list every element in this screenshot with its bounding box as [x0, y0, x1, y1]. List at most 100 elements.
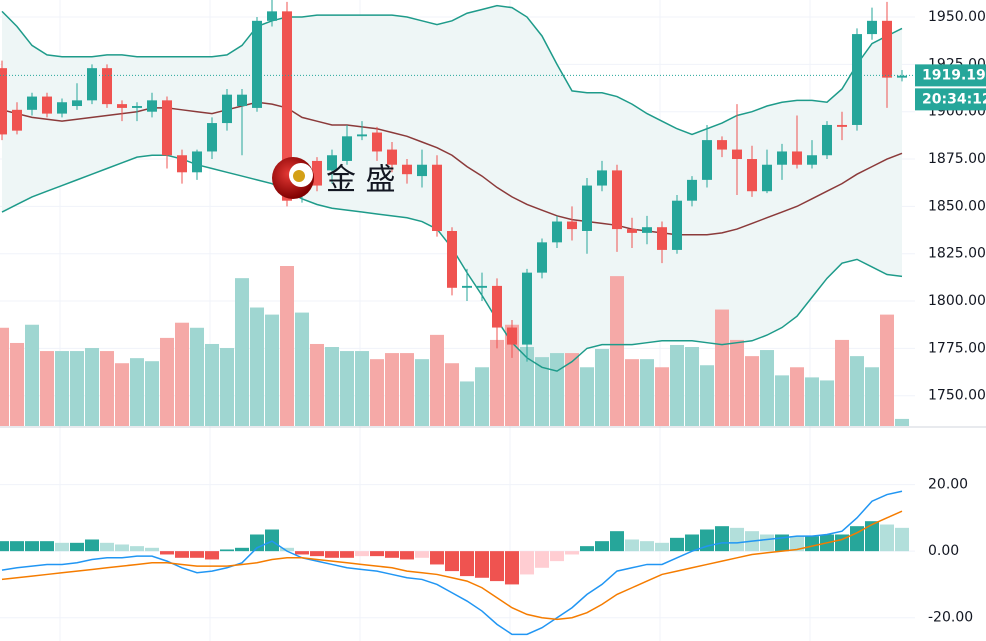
- candle-body: [897, 75, 907, 78]
- histogram-bar: [565, 551, 579, 555]
- volume-bar: [205, 343, 219, 426]
- histogram-bar: [430, 551, 444, 565]
- candle-body: [447, 230, 457, 288]
- candle-body: [657, 227, 667, 250]
- histogram-bar: [580, 546, 594, 552]
- candle-body: [492, 285, 502, 328]
- candle-body: [462, 285, 472, 288]
- candle-body: [702, 140, 712, 180]
- y-tick-label: 1750.00: [928, 388, 986, 404]
- histogram-bar: [205, 551, 219, 560]
- candle-body: [387, 149, 397, 165]
- volume-bar: [595, 349, 609, 426]
- volume-bar: [865, 367, 879, 426]
- candle-body: [837, 124, 847, 127]
- volume-bar: [535, 357, 549, 426]
- histogram-bar: [190, 551, 204, 558]
- histogram-bar: [340, 551, 354, 558]
- volume-bar: [550, 353, 564, 426]
- candle-body: [642, 227, 652, 233]
- candle-body: [117, 104, 127, 108]
- histogram-bar: [0, 541, 9, 552]
- volume-bar: [640, 359, 654, 426]
- histogram-bar: [655, 542, 669, 552]
- volume-bar: [565, 353, 579, 426]
- candle-body: [42, 96, 52, 114]
- candle-body: [357, 134, 367, 137]
- candle-body: [402, 164, 412, 175]
- volume-bar: [250, 307, 264, 426]
- histogram-bar: [325, 551, 339, 558]
- histogram-bar: [505, 551, 519, 585]
- histogram-bar: [355, 551, 369, 557]
- volume-bar: [70, 351, 84, 426]
- volume-bar: [340, 351, 354, 426]
- volume-bar: [400, 353, 414, 426]
- candle-body: [552, 221, 562, 243]
- y-tick-label: 1950.00: [928, 9, 986, 25]
- histogram-bar: [220, 549, 234, 552]
- candle-body: [87, 68, 97, 101]
- volume-bar: [190, 327, 204, 426]
- candle-body: [207, 123, 217, 152]
- candle-body: [882, 20, 892, 78]
- histogram-bar: [520, 551, 534, 575]
- candle-body: [342, 136, 352, 161]
- candle-body: [72, 100, 82, 107]
- histogram-bar: [625, 539, 639, 552]
- volume-bar: [460, 381, 474, 426]
- volume-bar: [430, 334, 444, 426]
- volume-bar: [280, 266, 294, 426]
- candle-body: [432, 164, 442, 231]
- candle-body: [327, 155, 337, 171]
- volume-bar: [385, 353, 399, 426]
- candle-body: [147, 100, 157, 112]
- candle-body: [102, 68, 112, 105]
- volume-bar: [220, 348, 234, 426]
- volume-bar: [610, 276, 624, 426]
- y-tick-label: -20.00: [928, 610, 973, 626]
- price-tag: [915, 64, 986, 87]
- histogram-bar: [640, 541, 654, 552]
- candle-body: [222, 94, 232, 124]
- volume-bar: [850, 356, 864, 426]
- histogram-bar: [880, 524, 894, 552]
- histogram-bar: [235, 547, 249, 552]
- volume-bar: [40, 351, 54, 426]
- y-tick-label: 1775.00: [928, 340, 986, 356]
- histogram-bar: [760, 534, 774, 552]
- volume-bar: [25, 324, 39, 426]
- volume-bar: [415, 359, 429, 426]
- histogram-bar: [685, 534, 699, 552]
- candle-body: [747, 159, 757, 192]
- candle-body: [597, 170, 607, 186]
- candle-body: [762, 164, 772, 192]
- logo-coin: [293, 170, 305, 182]
- histogram-bar: [100, 542, 114, 552]
- candle-body: [822, 124, 832, 156]
- candle-body: [507, 327, 517, 345]
- y-tick-label: 0.00: [928, 543, 959, 559]
- y-tick-label: 1800.00: [928, 293, 986, 309]
- candle-body: [717, 140, 727, 150]
- volume-bar: [445, 363, 459, 426]
- candle-body: [237, 94, 247, 107]
- watermark: 金 盛: [272, 157, 396, 199]
- volume-bar: [505, 324, 519, 426]
- histogram-bar: [790, 536, 804, 552]
- y-tick-label: 1850.00: [928, 198, 986, 214]
- y-tick-label: 1875.00: [928, 151, 986, 167]
- histogram-bar: [595, 541, 609, 552]
- volume-bar: [310, 343, 324, 426]
- volume-bar: [895, 418, 909, 426]
- volume-bar: [790, 367, 804, 426]
- candle-body: [807, 155, 817, 165]
- candle-body: [852, 34, 862, 125]
- candle-body: [267, 11, 277, 21]
- candle-body: [252, 20, 262, 108]
- volume-bar: [355, 351, 369, 426]
- volume-bar: [745, 356, 759, 426]
- axis-layer: 1750.00 1775.00 1800.00 1825.00 1850.00 1875.…: [915, 9, 986, 626]
